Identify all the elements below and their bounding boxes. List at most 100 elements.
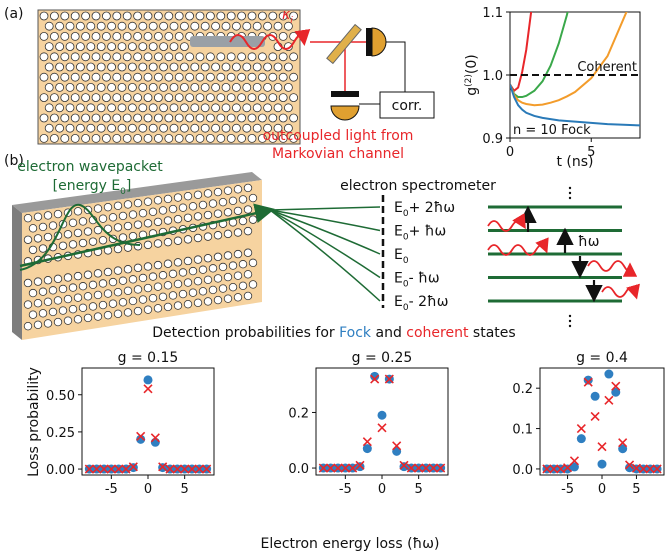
hole <box>55 83 64 92</box>
hole <box>183 235 193 244</box>
hole <box>138 83 148 92</box>
x-marker <box>542 464 552 474</box>
hole <box>76 42 85 51</box>
x-marker <box>576 424 586 434</box>
y-tick-label: 0.2 <box>288 406 309 421</box>
correlator <box>379 91 435 119</box>
hole <box>223 294 233 303</box>
hole <box>169 62 179 72</box>
hole <box>143 93 153 102</box>
hole <box>200 83 210 92</box>
hole <box>60 32 70 41</box>
x-marker <box>652 464 662 474</box>
hole <box>117 83 127 92</box>
x-marker <box>318 463 328 473</box>
hole <box>168 269 178 279</box>
hole <box>178 203 188 212</box>
hole <box>133 72 143 82</box>
hole <box>73 293 83 302</box>
hole <box>153 52 163 62</box>
hole <box>218 284 228 293</box>
x-marker <box>377 423 387 433</box>
hole <box>233 185 243 194</box>
hole <box>203 275 213 285</box>
hole <box>221 103 231 113</box>
x-marker <box>428 463 438 473</box>
hole <box>205 52 215 62</box>
hole <box>283 123 293 133</box>
hole <box>23 321 33 331</box>
hole <box>63 316 73 325</box>
hole <box>148 207 158 216</box>
hole <box>185 113 195 123</box>
hole <box>211 83 221 92</box>
hole <box>123 200 133 209</box>
hole <box>233 249 243 259</box>
hole <box>237 133 247 143</box>
hole <box>102 11 111 21</box>
series-line <box>510 84 640 127</box>
slab-top <box>12 172 262 213</box>
hole <box>117 62 127 72</box>
hole <box>247 72 257 82</box>
hole <box>127 42 137 51</box>
x-marker <box>99 464 109 474</box>
hole <box>39 32 49 41</box>
hole <box>221 83 231 92</box>
hole <box>28 288 38 298</box>
level-sub: 0 <box>403 303 409 313</box>
hole <box>153 72 163 82</box>
hole <box>195 52 205 62</box>
hole <box>203 297 213 306</box>
level-label: E0- ħω <box>394 271 440 290</box>
hole <box>163 216 173 225</box>
hole <box>247 11 257 21</box>
hole <box>228 261 238 270</box>
hole <box>86 21 96 31</box>
x-axis-label: t (ns) <box>556 154 593 170</box>
hole <box>216 93 226 102</box>
hole <box>164 113 174 123</box>
hole <box>248 280 258 289</box>
hole <box>28 310 38 319</box>
hole <box>23 213 33 223</box>
x-marker <box>569 456 580 466</box>
hole <box>223 229 233 239</box>
beam-splitter <box>326 23 362 65</box>
hole <box>164 52 174 62</box>
hole <box>278 52 288 62</box>
hole <box>113 266 123 275</box>
chart: -5 0 5 0.0 0.1 0.2 g = 0.4 <box>512 350 665 497</box>
hole <box>50 11 59 21</box>
hole <box>169 123 179 133</box>
hole <box>158 292 168 302</box>
hole <box>65 42 75 51</box>
hole <box>153 32 163 41</box>
outcoupled-label: outcoupled light from <box>263 128 414 144</box>
hole <box>65 123 75 133</box>
dot-marker <box>625 463 635 473</box>
hole <box>48 307 58 317</box>
x-marker <box>645 464 655 474</box>
x-tick-label: 5 <box>415 482 423 497</box>
hole <box>88 280 98 290</box>
hole <box>159 21 169 31</box>
series-line <box>510 12 533 93</box>
hole <box>242 123 252 133</box>
hole <box>238 281 248 291</box>
hole <box>68 218 78 227</box>
hole <box>143 133 153 143</box>
hole <box>242 62 252 72</box>
hole <box>23 278 33 288</box>
hole <box>108 299 118 308</box>
detector <box>371 27 387 57</box>
hole <box>143 72 153 82</box>
hole <box>173 301 183 310</box>
level-shift: + ħω <box>409 224 447 240</box>
hole <box>226 133 236 143</box>
x-marker <box>406 463 416 473</box>
hole <box>60 11 70 21</box>
hole <box>278 133 288 143</box>
level-main: E <box>394 224 403 240</box>
hole <box>233 206 243 216</box>
